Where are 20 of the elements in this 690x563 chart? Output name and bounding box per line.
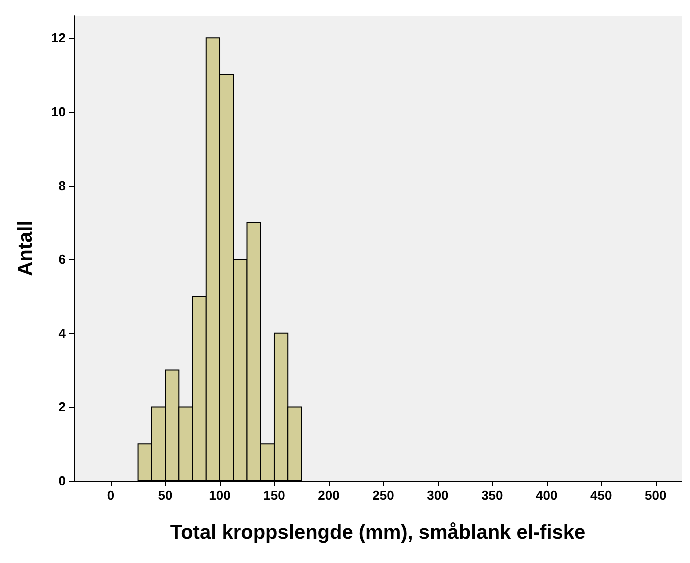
- x-tick-label: 50: [158, 488, 173, 503]
- x-tick-label: 350: [482, 488, 504, 503]
- x-tick-label: 0: [107, 488, 115, 503]
- y-tick-label: 0: [58, 474, 66, 488]
- y-tick-label: 12: [52, 30, 66, 46]
- x-tick-label: 100: [209, 488, 231, 503]
- y-tick-label: 4: [58, 326, 67, 341]
- y-tick-label: 8: [58, 178, 66, 194]
- x-tick-label: 300: [427, 488, 449, 503]
- y-tick-label: 10: [52, 104, 66, 120]
- x-tick-label: 250: [372, 488, 394, 503]
- x-tick-label: 450: [590, 488, 612, 503]
- x-axis-title: Total kroppslengde (mm), småblank el-fiske: [170, 522, 586, 544]
- x-tick-label: 400: [536, 488, 558, 503]
- y-tick-label: 6: [58, 252, 66, 268]
- x-tick-label: 150: [264, 488, 286, 503]
- y-axis-title: Antall: [15, 220, 37, 276]
- y-tick-label: 2: [58, 400, 66, 415]
- x-tick-label: 500: [645, 488, 667, 503]
- x-tick-label: 200: [318, 488, 340, 503]
